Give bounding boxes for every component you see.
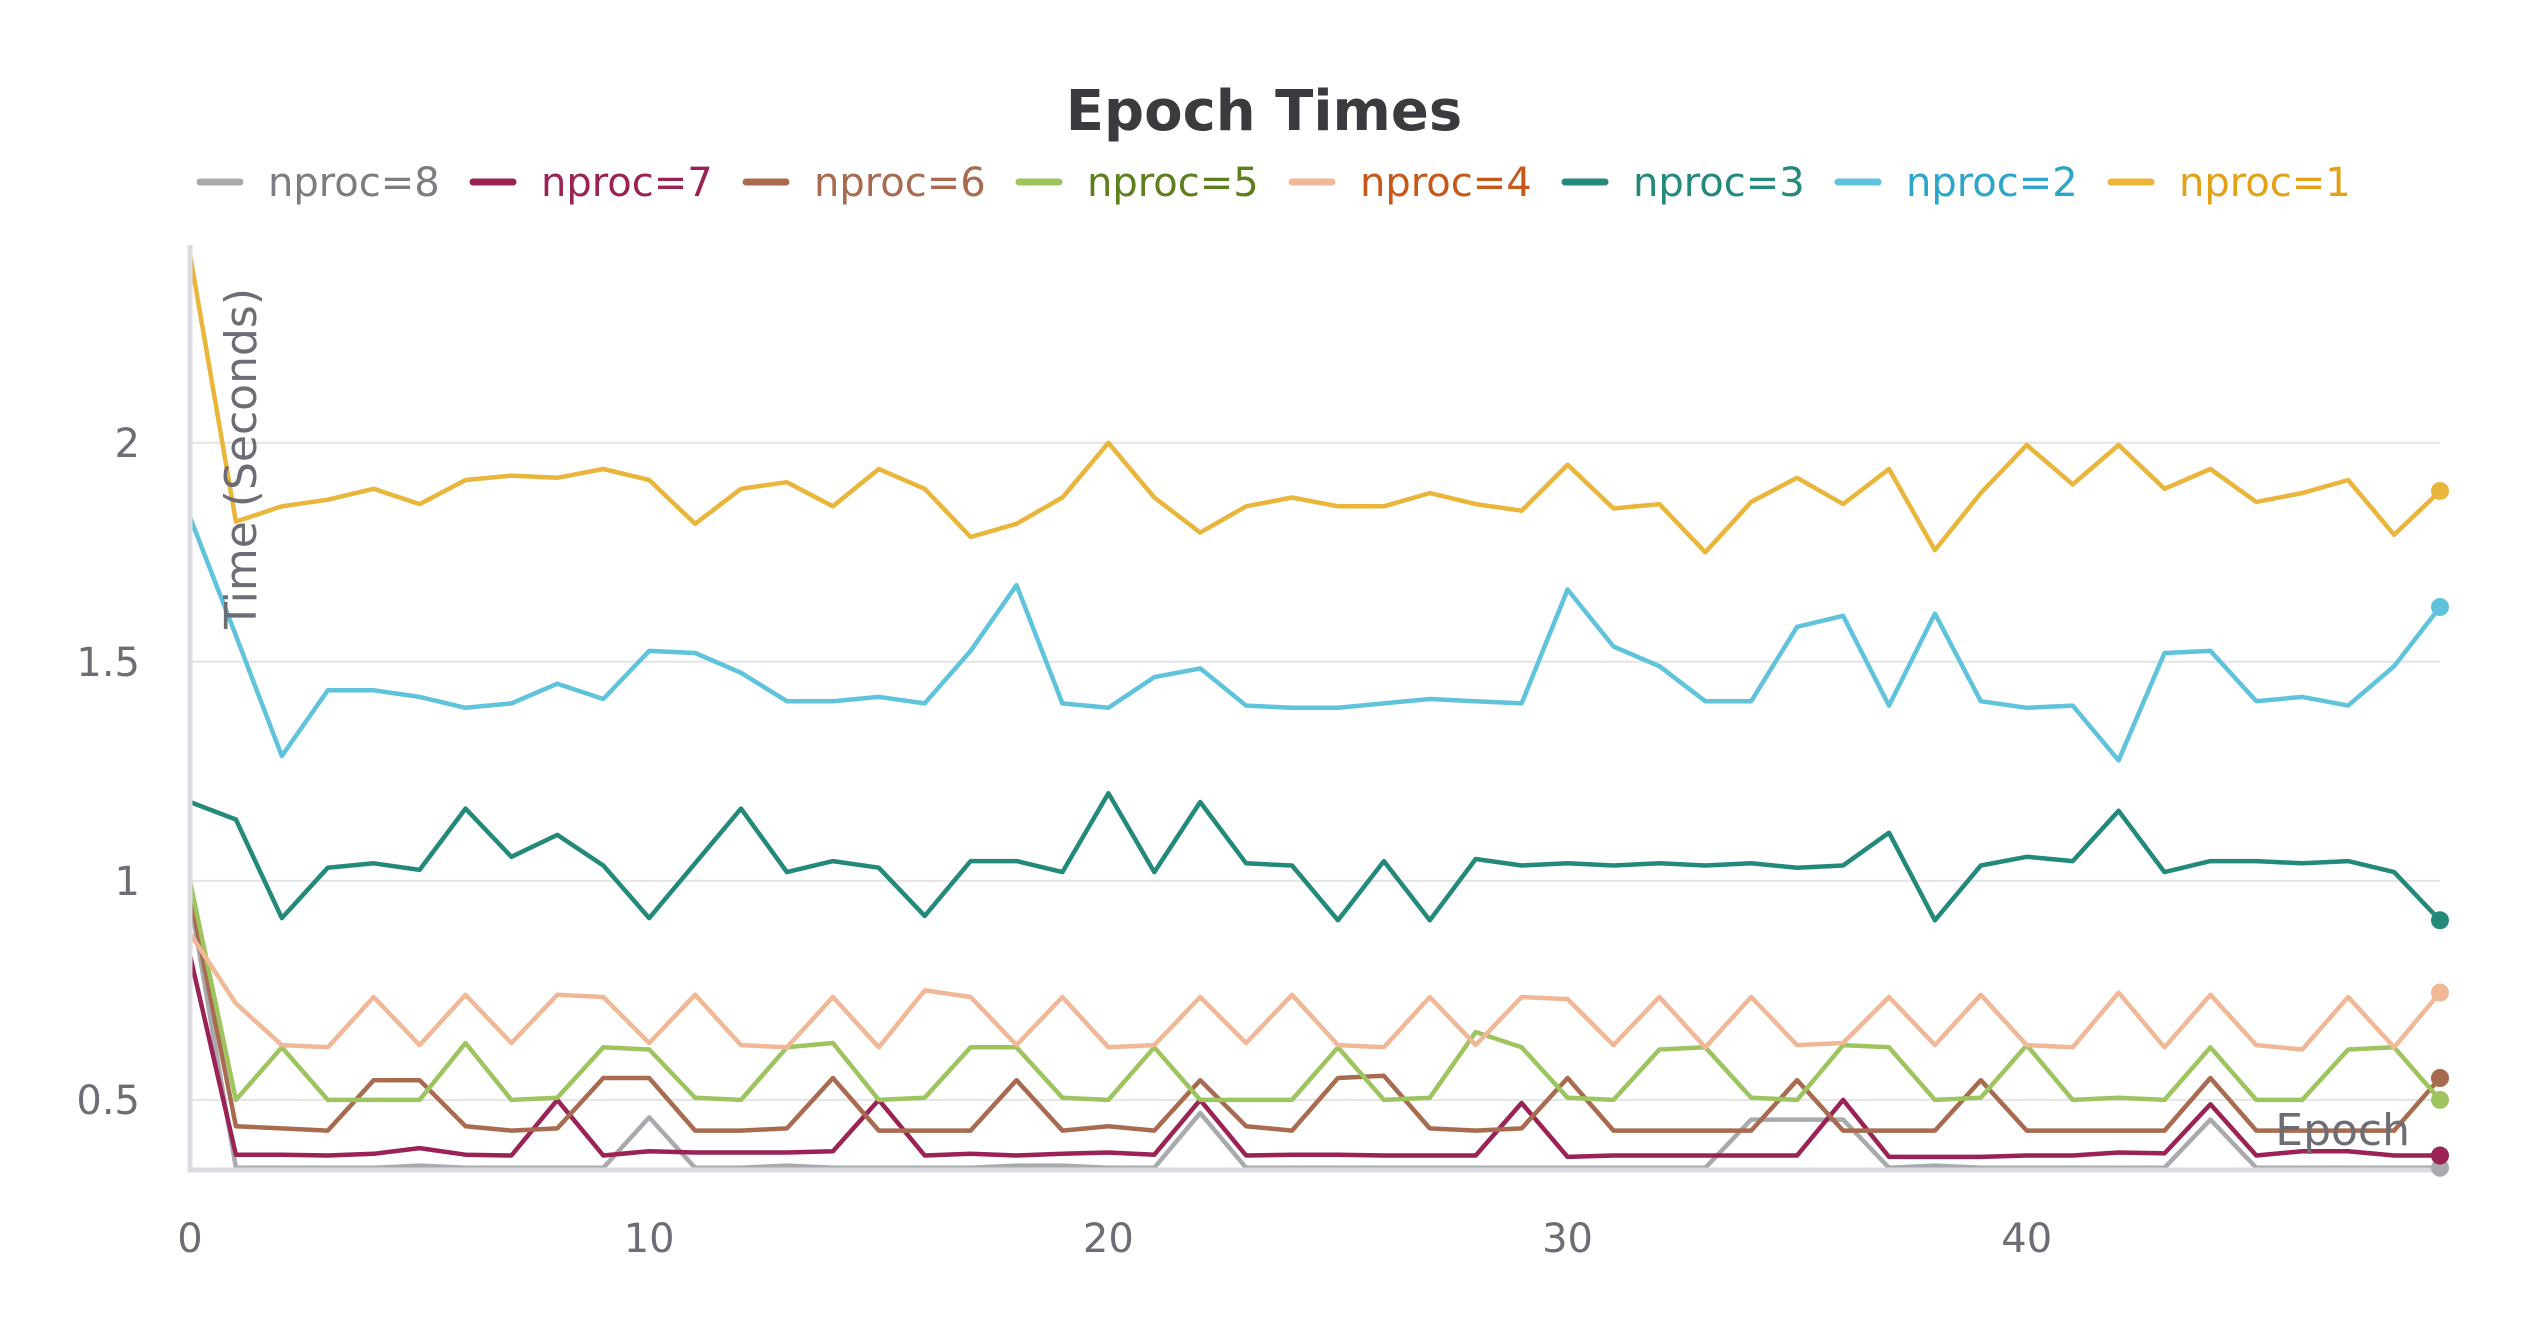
x-tick-label: 10	[624, 1216, 675, 1262]
x-tick-label: 20	[1083, 1216, 1134, 1262]
legend-item-label: nproc=4	[1360, 160, 1532, 206]
y-tick-label: 1	[115, 859, 140, 905]
y-tick-label: 2	[115, 421, 140, 467]
series-line-nproc-6	[187, 891, 2443, 1133]
legend: nproc=8 nproc=7 nproc=6 nproc=5 nproc=4 nproc…	[196, 160, 2351, 206]
tick-labels: 0 10 20 30 40 0.5 1 1.5 2	[76, 421, 2052, 1262]
y-axis-title: Time (Seconds)	[216, 288, 267, 630]
x-axis-title: Epoch	[2275, 1105, 2410, 1156]
legend-item-label: nproc=6	[814, 160, 986, 206]
series-line-nproc-2	[187, 514, 2443, 763]
series-endpoints	[2431, 481, 2449, 1177]
endpoint-nproc-6	[2431, 1069, 2449, 1087]
endpoint-nproc-2	[2431, 598, 2449, 617]
series-line-nproc-5	[187, 878, 2443, 1103]
x-tick-label: 40	[2001, 1216, 2052, 1262]
chart-title: Epoch Times	[1066, 79, 1462, 144]
series-line-nproc-7	[187, 953, 2443, 1160]
legend-item-label: nproc=3	[1633, 160, 1805, 206]
endpoint-nproc-3	[2431, 911, 2449, 930]
endpoint-nproc-4	[2431, 983, 2449, 1002]
series-line-nproc-4	[187, 931, 2443, 1052]
endpoint-nproc-1	[2431, 481, 2449, 500]
series-line-nproc-8	[187, 896, 2443, 1171]
series-line-nproc-3	[187, 790, 2443, 923]
y-tick-label: 1.5	[76, 640, 140, 686]
legend-item-label: nproc=8	[268, 160, 440, 206]
y-tick-label: 0.5	[76, 1078, 140, 1124]
legend-item-label: nproc=1	[2179, 160, 2351, 206]
axes	[187, 245, 2445, 1173]
series-line-nproc-1	[187, 252, 2443, 555]
legend-item-label: nproc=5	[1087, 160, 1259, 206]
endpoint-nproc-5	[2431, 1090, 2449, 1109]
x-tick-label: 30	[1542, 1216, 1593, 1262]
endpoint-nproc-7	[2431, 1146, 2449, 1165]
series-lines	[187, 252, 2443, 1171]
legend-item-label: nproc=7	[541, 160, 713, 206]
legend-item-label: nproc=2	[1906, 160, 2078, 206]
gridlines	[190, 441, 2440, 1101]
x-tick-label: 0	[177, 1216, 202, 1262]
